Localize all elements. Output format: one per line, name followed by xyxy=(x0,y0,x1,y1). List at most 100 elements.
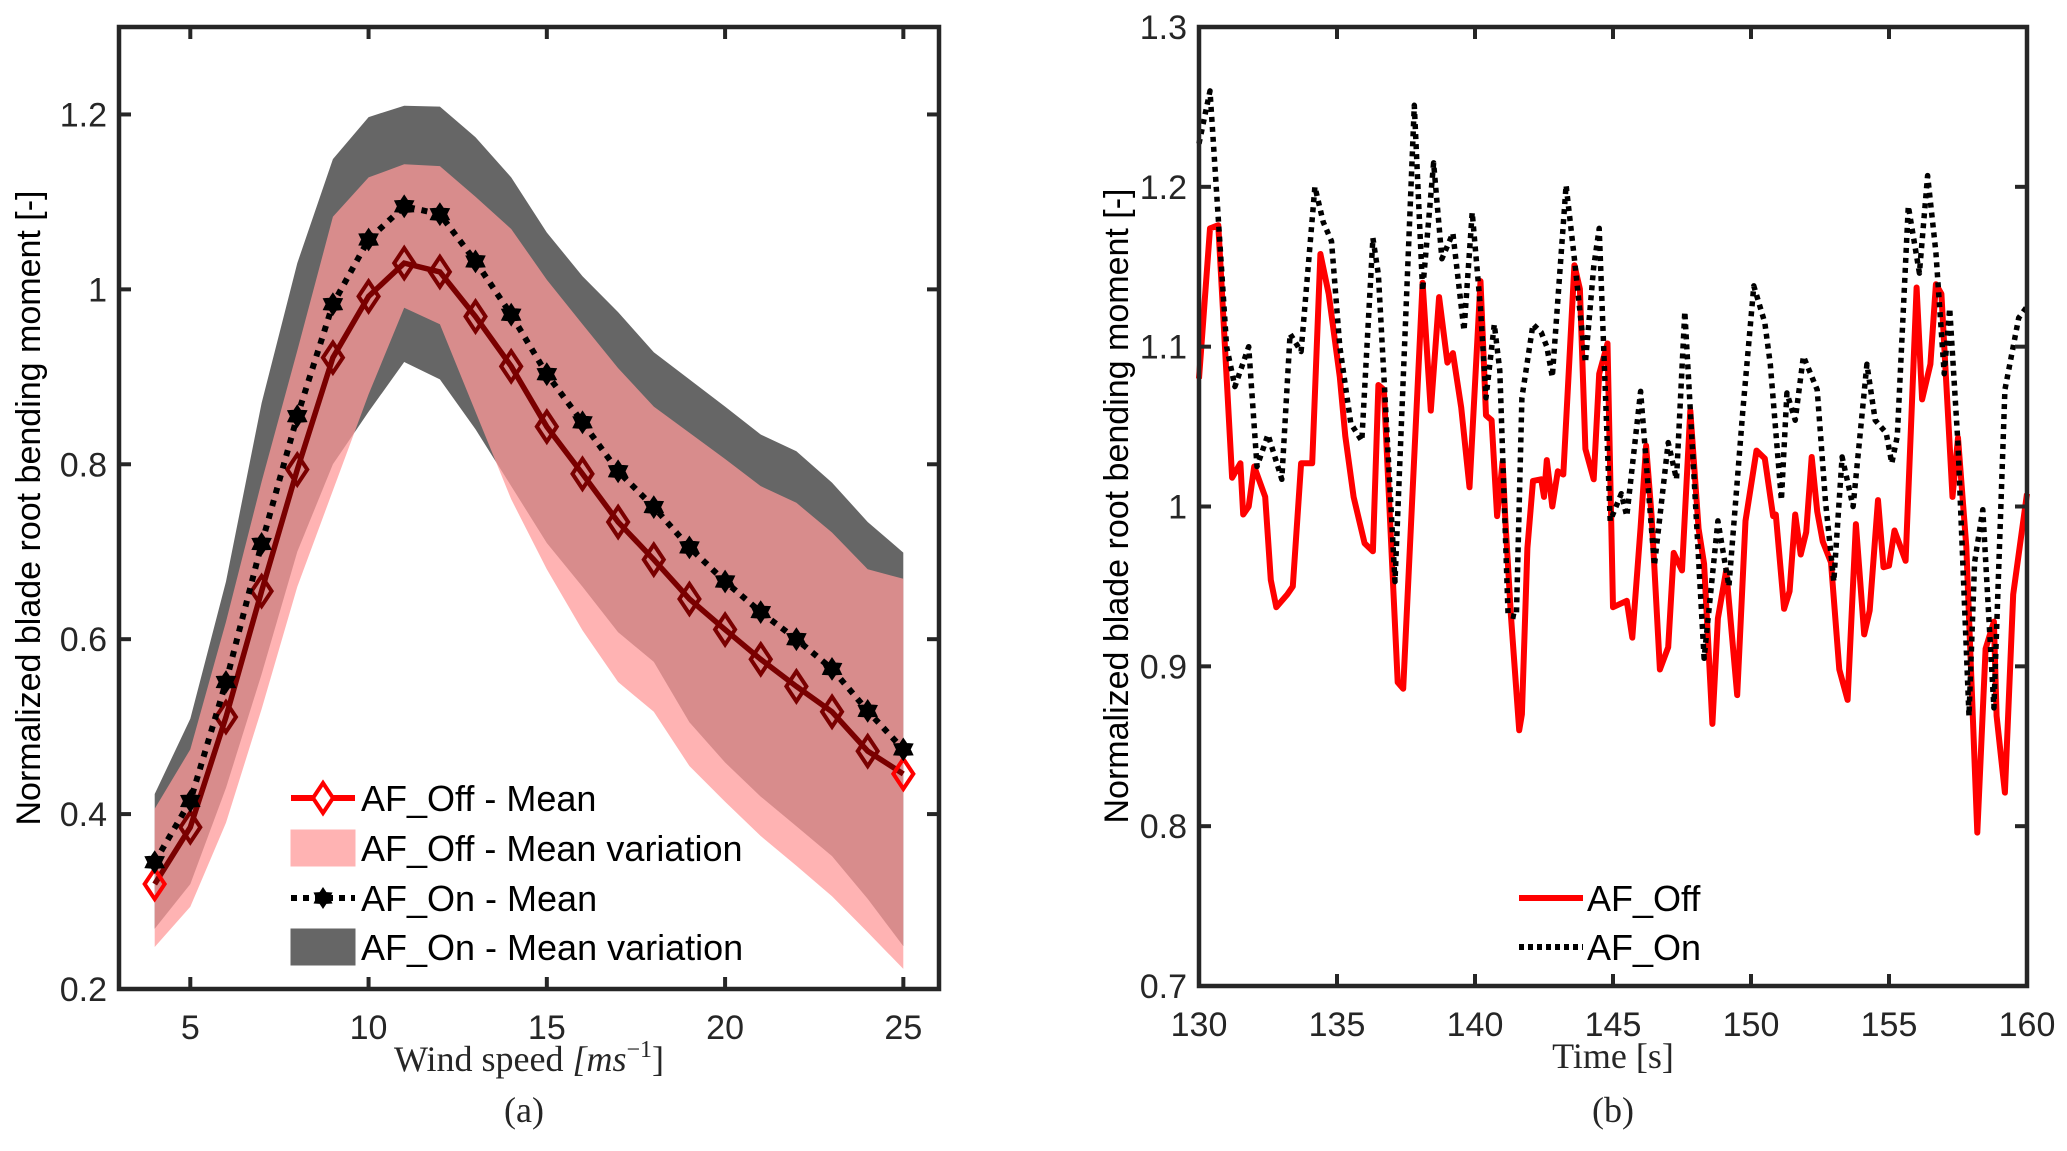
marker-af-off-mean xyxy=(142,865,168,903)
marker-af-off-mean xyxy=(463,297,488,336)
marker-af-on-mean xyxy=(180,789,201,813)
marker-af-on-mean xyxy=(465,249,486,274)
marker-af-off-mean xyxy=(320,338,346,377)
marker-af-off-mean xyxy=(819,693,845,731)
a-x-tick-label: 20 xyxy=(706,1009,744,1047)
b-x-tick-label: 145 xyxy=(1585,1006,1642,1044)
marker-af-on-mean xyxy=(679,535,700,560)
b-y-tick-label: 1 xyxy=(1168,489,1187,527)
marker-af-on-mean xyxy=(572,410,593,435)
marker-af-off-mean xyxy=(249,572,275,610)
marker-af-off-mean xyxy=(213,698,239,736)
marker-af-on-mean xyxy=(607,459,629,484)
marker-af-off-mean xyxy=(783,667,809,706)
marker-af-on-mean xyxy=(429,202,451,227)
legend-marker-hexagram xyxy=(313,887,333,909)
marker-af-on-mean xyxy=(750,600,772,625)
a-axes-frame xyxy=(116,24,942,992)
band-af-off-mean-variation xyxy=(154,164,904,969)
line-af-off xyxy=(1196,222,2030,836)
a-y-tick-label: 0.2 xyxy=(60,971,107,1009)
legend-item-af-off: AF_Off xyxy=(1519,878,1701,919)
b-y-tick-label: 1.3 xyxy=(1140,9,1187,47)
y-axis-label-b: Normalized blade root bending moment [-] xyxy=(1098,189,1136,824)
b-x-tick-label: 155 xyxy=(1861,1006,1918,1044)
marker-af-off-mean xyxy=(712,610,738,649)
panel-b-time-series-chart: 130 135 140 145 150 155 160 0.7 0.8 0.9 1 1.1 1.2 1.3… xyxy=(1098,9,2055,1130)
marker-af-off-mean xyxy=(284,450,310,489)
b-y-tick-label: 0.8 xyxy=(1140,808,1187,846)
legend-label-af-on-mean: AF_On - Mean xyxy=(361,878,597,919)
marker-af-off-mean xyxy=(855,732,881,770)
marker-af-off-mean xyxy=(890,755,916,793)
marker-af-off-mean xyxy=(677,580,702,618)
x-axis-label-a-close: ] xyxy=(652,1039,664,1079)
legend-swatch-af-off-mean-variation xyxy=(290,829,356,867)
b-y-tick-label: 0.9 xyxy=(1140,648,1187,686)
b-x-tick-label: 135 xyxy=(1309,1006,1366,1044)
x-axis-label-a-main: Wind speed xyxy=(394,1039,573,1079)
a-y-tick-label: 0.4 xyxy=(60,796,107,834)
legend-item-af-on-mean: AF_On - Mean xyxy=(291,878,597,919)
marker-af-on-mean xyxy=(393,194,415,219)
marker-af-on-mean xyxy=(322,292,344,317)
legend-marker-diamond xyxy=(310,779,336,817)
panel-a-wind-speed-chart: 5 10 15 20 25 0.2 0.4 0.6 0.8 1 1.2 Normalized bla… xyxy=(10,24,942,1130)
a-y-tick-label: 1 xyxy=(88,271,107,309)
legend-item-af-off-mean: AF_Off - Mean xyxy=(291,778,596,819)
panel-caption-a: (a) xyxy=(504,1090,544,1130)
marker-af-on-mean xyxy=(893,737,914,762)
legend-label-af-on: AF_On xyxy=(1587,927,1701,968)
b-x-tick-label: 150 xyxy=(1723,1006,1780,1044)
legend-a: AF_Off - Mean AF_Off - Mean variation AF_O… xyxy=(290,778,743,968)
marker-af-off-mean xyxy=(748,640,774,678)
marker-af-on-mean xyxy=(857,698,878,723)
marker-af-on-mean xyxy=(358,227,379,252)
b-x-tick-label: 130 xyxy=(1171,1006,1228,1044)
legend-item-af-on: AF_On xyxy=(1519,927,1701,968)
plot-area-b xyxy=(1196,88,2030,836)
marker-af-on-mean xyxy=(786,627,807,652)
marker-af-on-mean xyxy=(251,531,272,556)
x-axis-label-a: Wind speed [ms−1] xyxy=(394,1037,664,1079)
legend-label-af-off: AF_Off xyxy=(1587,878,1701,919)
a-x-tick-label: 25 xyxy=(884,1009,922,1047)
line-af-on-mean xyxy=(152,203,906,864)
marker-af-on-mean xyxy=(286,404,308,429)
panel-caption-b: (b) xyxy=(1592,1090,1634,1130)
b-y-tick-label: 1.2 xyxy=(1140,169,1187,207)
legend-item-af-on-mean-variation: AF_On - Mean variation xyxy=(290,927,743,968)
x-axis-label-b: Time [s] xyxy=(1552,1036,1674,1076)
a-x-tick-label: 10 xyxy=(350,1009,388,1047)
legend-swatch-af-on-mean-variation xyxy=(290,928,356,966)
b-x-tick-label: 160 xyxy=(1999,1006,2056,1044)
marker-af-off-mean xyxy=(534,408,560,446)
axes-a: 5 10 15 20 25 0.2 0.4 0.6 0.8 1 1.2 xyxy=(60,24,942,1047)
marker-af-off-mean xyxy=(427,253,453,291)
marker-af-off-mean xyxy=(570,455,595,493)
marker-af-off-mean xyxy=(498,347,524,385)
marker-af-on-mean xyxy=(714,569,736,594)
a-y-tick-label: 0.6 xyxy=(60,621,107,659)
a-x-tick-label: 5 xyxy=(181,1009,200,1047)
marker-af-on-mean xyxy=(536,362,558,387)
marker-af-off-mean xyxy=(356,277,381,315)
a-y-tick-label: 1.2 xyxy=(60,96,107,134)
x-axis-label-a-unit: [ms xyxy=(572,1039,626,1079)
marker-af-off-mean xyxy=(641,540,667,579)
x-axis-label-a-sup: −1 xyxy=(627,1037,653,1063)
marker-af-on-mean xyxy=(144,850,165,875)
y-axis-label-a: Normalized blade root bending moment [-] xyxy=(10,191,48,826)
marker-af-on-mean xyxy=(821,657,843,681)
marker-af-off-mean xyxy=(605,503,631,541)
marker-af-on-mean xyxy=(643,495,665,520)
marker-af-on-mean xyxy=(215,670,237,694)
legend-b: AF_Off AF_On xyxy=(1519,878,1701,968)
line-af-off-mean xyxy=(152,260,905,886)
marker-af-off-mean xyxy=(391,244,417,282)
legend-item-af-off-mean-variation: AF_Off - Mean variation xyxy=(290,828,743,869)
plot-area-a xyxy=(142,105,916,969)
legend-label-af-off-mean-variation: AF_Off - Mean variation xyxy=(361,828,743,869)
legend-label-af-on-mean-variation: AF_On - Mean variation xyxy=(361,927,743,968)
